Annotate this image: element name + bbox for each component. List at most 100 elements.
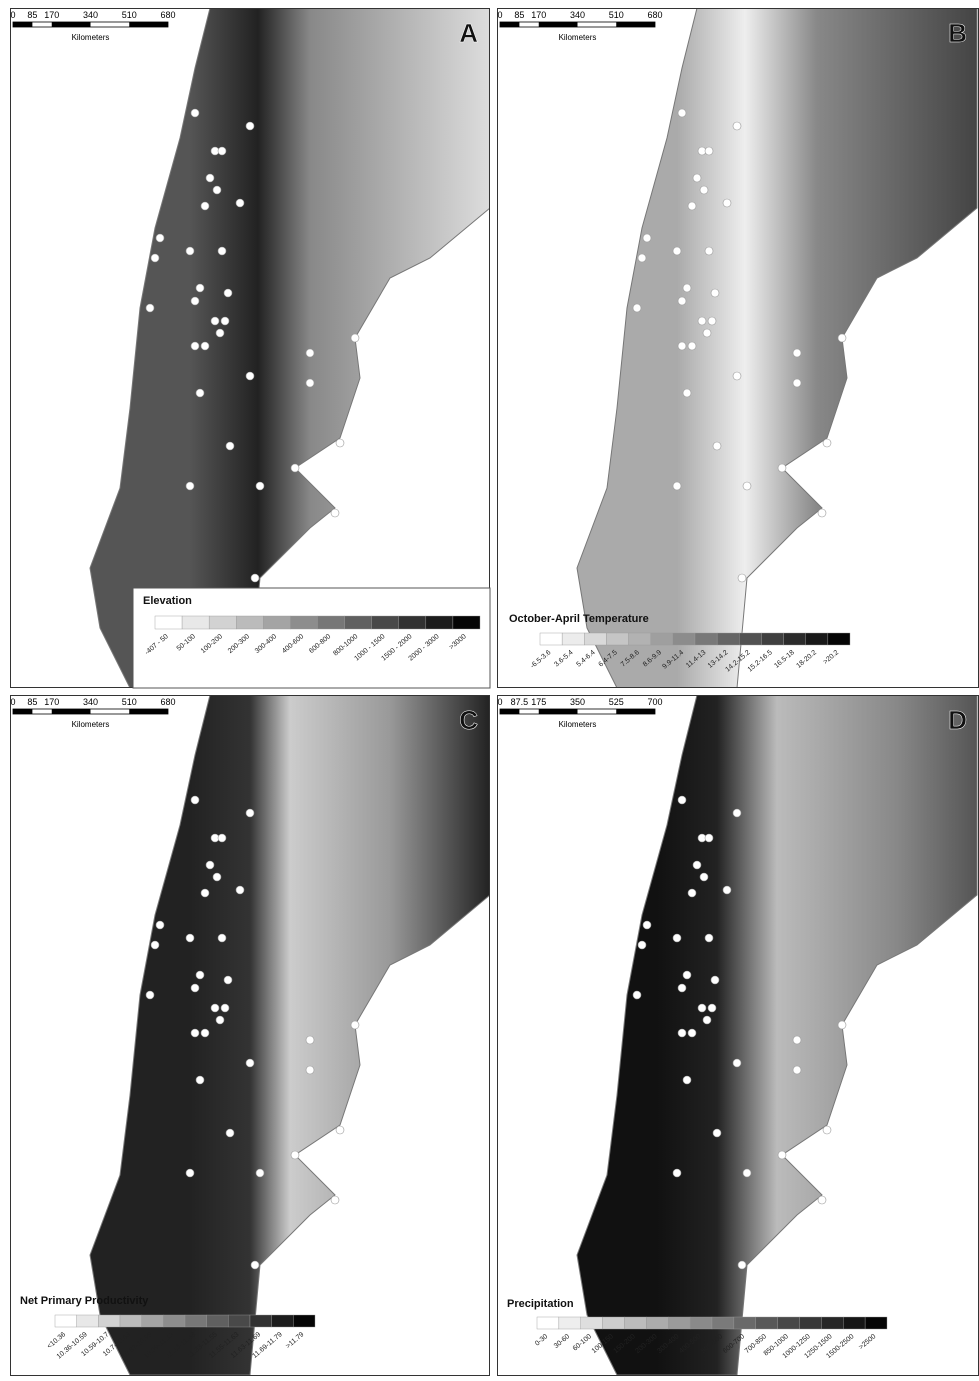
site-marker	[290, 1150, 300, 1160]
site-marker	[330, 1195, 340, 1205]
scale-unit: Kilometers	[559, 33, 597, 42]
site-marker	[190, 1028, 200, 1038]
scale-bar-segment	[500, 709, 520, 714]
legend-swatch	[263, 615, 291, 630]
site-marker	[205, 860, 215, 870]
legend-swatch	[98, 1314, 121, 1328]
legend-swatch	[584, 632, 607, 646]
legend-swatch	[561, 632, 585, 646]
legend-swatch	[558, 1316, 581, 1330]
scale-tick-label: 0	[497, 697, 502, 707]
site-marker	[255, 1168, 265, 1178]
legend-swatch	[689, 1316, 713, 1330]
site-marker	[195, 970, 205, 980]
scale-tick-label: 350	[570, 697, 585, 707]
scale-tick-label: 680	[160, 697, 175, 707]
site-marker	[235, 885, 245, 895]
site-marker	[190, 341, 200, 351]
site-marker	[225, 1128, 235, 1138]
site-marker	[732, 1058, 742, 1068]
site-marker	[637, 253, 647, 263]
site-marker	[223, 975, 233, 985]
site-marker	[210, 316, 220, 326]
site-marker	[330, 508, 340, 518]
site-marker	[185, 933, 195, 943]
legend-swatch	[843, 1316, 866, 1330]
site-marker	[200, 341, 210, 351]
legend-swatch	[536, 1316, 560, 1330]
scale-tick-label: 510	[609, 10, 624, 20]
legend-swatch	[805, 632, 829, 646]
site-marker	[704, 146, 714, 156]
legend-swatch	[271, 1314, 294, 1328]
legend-swatch	[154, 615, 183, 630]
legend-box	[132, 587, 491, 689]
legend-label: 15.2-16.5	[747, 649, 774, 673]
site-marker	[250, 1260, 260, 1270]
site-marker	[290, 463, 300, 473]
scale-tick-label: 0	[10, 10, 15, 20]
site-marker	[822, 438, 832, 448]
legend-label: 18-20.2	[795, 649, 818, 670]
map-panel: B 0 85 170 340 510 680 Kilometers October-April …	[497, 8, 979, 688]
site-marker	[687, 888, 697, 898]
site-marker	[710, 288, 720, 298]
scale-tick-label: 87.5	[511, 697, 529, 707]
scale-tick-label: 170	[531, 10, 546, 20]
legend-swatch	[733, 1316, 756, 1330]
site-marker	[305, 348, 315, 358]
land-area	[89, 8, 490, 688]
legend-swatch	[580, 1316, 603, 1330]
scale-tick-label: 170	[44, 697, 59, 707]
legend-swatch	[206, 1314, 229, 1328]
site-marker	[350, 333, 360, 343]
site-marker	[245, 808, 255, 818]
site-marker	[837, 333, 847, 343]
legend-swatch	[317, 615, 345, 630]
legend-swatch	[783, 632, 806, 646]
site-marker	[682, 1075, 692, 1085]
scale-tick-label: 680	[160, 10, 175, 20]
legend-swatch	[761, 632, 784, 646]
scale-unit: Kilometers	[72, 720, 110, 729]
site-marker	[687, 1028, 697, 1038]
scale-tick-label: 340	[570, 10, 585, 20]
site-marker	[225, 441, 235, 451]
map-content	[89, 8, 490, 688]
site-marker	[220, 316, 230, 326]
site-marker	[672, 246, 682, 256]
legend-swatch	[650, 632, 674, 646]
site-marker	[185, 481, 195, 491]
scale-tick-label: 175	[531, 697, 546, 707]
scale-unit: Kilometers	[72, 33, 110, 42]
site-marker	[777, 463, 787, 473]
site-marker	[255, 481, 265, 491]
scale-tick-label: 85	[514, 10, 524, 20]
site-marker	[350, 1020, 360, 1030]
legend-swatch	[672, 632, 696, 646]
scale-tick-label: 340	[83, 697, 98, 707]
legend-swatch	[398, 615, 427, 630]
legend-label: 16.5-18	[773, 649, 796, 670]
legend-label: >2500	[858, 1333, 878, 1351]
site-marker	[215, 1015, 225, 1025]
legend-swatch	[228, 1314, 251, 1328]
legend-title: Elevation	[143, 595, 192, 607]
site-marker	[712, 1128, 722, 1138]
site-marker	[710, 975, 720, 985]
site-marker	[722, 885, 732, 895]
site-marker	[150, 940, 160, 950]
site-marker	[185, 246, 195, 256]
legend-swatch	[821, 1316, 844, 1330]
site-marker	[190, 983, 200, 993]
scale-bar-segment	[13, 709, 33, 714]
site-marker	[220, 1003, 230, 1013]
legend-swatch	[371, 615, 399, 630]
scale-bar-segment	[129, 709, 168, 714]
site-marker	[707, 316, 717, 326]
site-marker	[704, 933, 714, 943]
site-marker	[200, 888, 210, 898]
legend-swatch	[827, 632, 851, 646]
site-marker	[215, 328, 225, 338]
land-area	[89, 695, 490, 1376]
